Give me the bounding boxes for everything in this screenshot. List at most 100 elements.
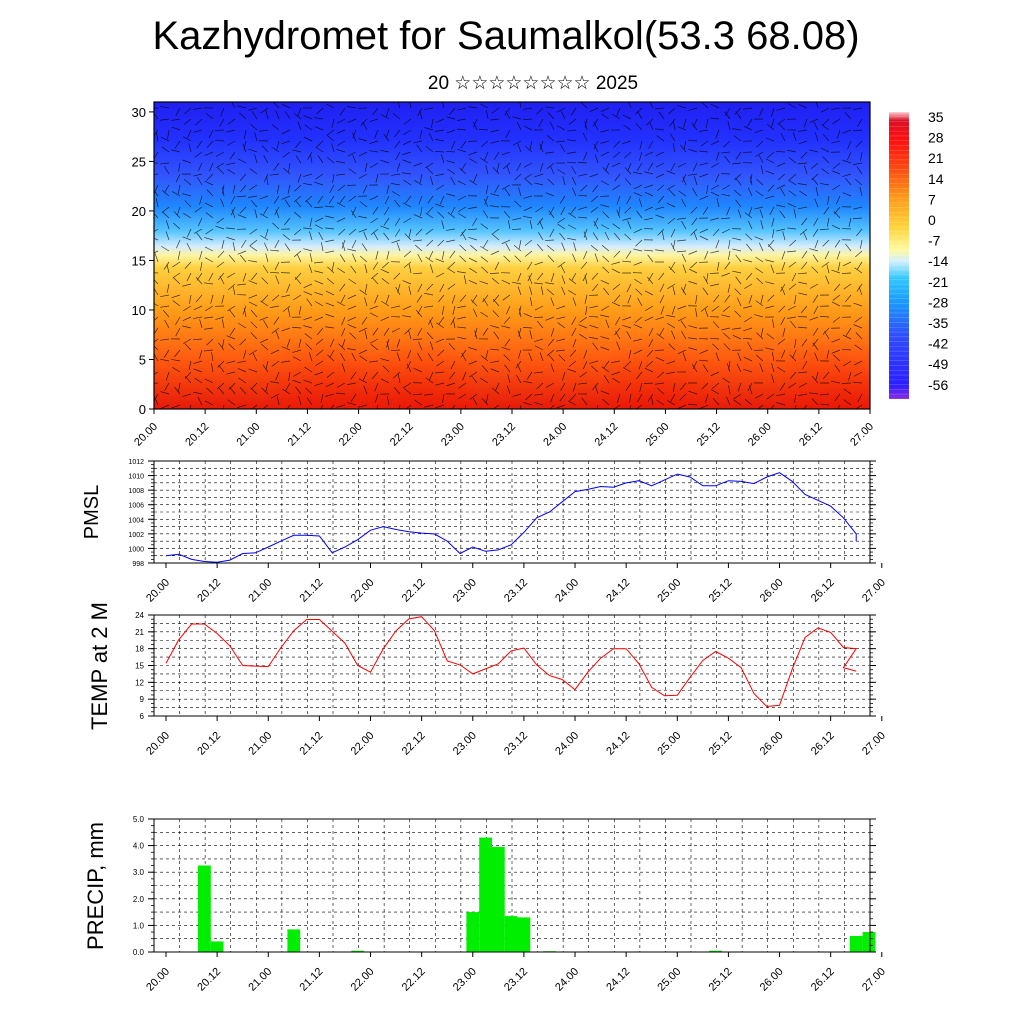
wind-barb — [347, 118, 357, 123]
wind-barb — [799, 190, 808, 197]
wind-barb — [600, 346, 610, 351]
wind-barb — [539, 143, 544, 153]
wind-barb — [471, 375, 478, 384]
wind-barb — [519, 404, 522, 409]
wind-barb — [529, 140, 533, 150]
wind-barb — [507, 374, 511, 384]
wind-barb — [772, 319, 775, 329]
wind-barb — [514, 255, 522, 263]
wind-barb — [314, 371, 324, 376]
chart-subtitle: 20 ☆☆☆☆☆☆☆☆ 2025 — [427, 73, 639, 94]
wind-barb — [603, 287, 610, 296]
wind-barb — [270, 349, 280, 355]
wind-barb — [824, 331, 830, 340]
wind-barb — [228, 254, 236, 263]
wind-barbs — [154, 102, 863, 409]
wind-barb — [226, 162, 236, 166]
wind-barb — [688, 148, 698, 153]
wind-barb — [579, 316, 588, 323]
wind-barb — [472, 396, 478, 406]
wind-barb — [771, 363, 775, 373]
wind-barb — [237, 283, 247, 286]
wind-barb — [658, 272, 665, 281]
wind-barb — [434, 150, 445, 153]
wind-barb — [692, 364, 698, 373]
wind-barb — [758, 154, 764, 164]
wind-barb — [182, 193, 192, 197]
wind-barb — [765, 281, 775, 285]
wind-barb — [435, 371, 445, 374]
wind-barb — [271, 124, 280, 131]
wind-barb — [154, 237, 159, 241]
wind-barb — [325, 313, 335, 318]
wind-barb — [854, 344, 863, 351]
wind-barb — [611, 261, 621, 265]
wind-barb — [573, 242, 577, 252]
wind-barb — [214, 129, 225, 131]
wind-barb — [339, 254, 346, 263]
wind-barb — [643, 382, 654, 385]
wind-barb — [556, 140, 566, 143]
wind-barb — [625, 382, 632, 391]
wind-barb — [457, 148, 467, 153]
wind-barb — [732, 248, 742, 252]
wind-barb — [315, 360, 324, 367]
wind-barb — [831, 170, 841, 175]
wind-barb — [677, 404, 687, 409]
wind-barb — [798, 104, 808, 109]
wind-barb — [172, 272, 181, 279]
wind-barb — [792, 132, 797, 142]
wind-barb — [403, 217, 412, 224]
wind-barb — [612, 151, 621, 159]
wind-barb — [568, 289, 577, 296]
wind-barb — [842, 334, 852, 340]
wind-barb — [582, 360, 588, 370]
wind-barb — [803, 165, 808, 175]
wind-barb — [669, 133, 676, 142]
wind-barb — [788, 261, 797, 268]
wind-barb — [384, 195, 390, 205]
wind-barb — [813, 121, 819, 131]
wind-barb — [706, 272, 709, 282]
wind-barb — [583, 250, 588, 260]
wind-barb — [756, 354, 764, 362]
wind-barb — [424, 107, 434, 110]
wind-barb — [260, 107, 269, 114]
wind-barb — [666, 360, 676, 365]
wind-barb — [409, 102, 412, 109]
wind-barb — [445, 150, 456, 153]
wind-barb — [571, 166, 577, 175]
wind-barb — [734, 173, 742, 181]
wind-barb — [298, 305, 302, 315]
wind-barb — [259, 316, 269, 321]
wind-barb — [174, 349, 181, 358]
wind-barb — [637, 111, 643, 120]
wind-barb — [391, 183, 401, 186]
wind-barb — [567, 224, 577, 230]
wind-barb — [787, 305, 797, 311]
wind-barb — [670, 162, 676, 172]
wind-barb — [303, 283, 313, 288]
wind-barb — [601, 113, 610, 120]
wind-barb — [585, 305, 588, 315]
wind-barb — [766, 393, 775, 400]
wind-barb — [396, 338, 401, 348]
wind-barb — [397, 102, 401, 109]
wind-barb — [166, 264, 170, 274]
wind-barb — [855, 250, 863, 258]
wind-barb — [732, 334, 742, 340]
wind-barb — [457, 326, 467, 329]
wind-barb — [160, 106, 170, 109]
wind-barb — [801, 250, 808, 259]
wind-barb — [814, 352, 819, 362]
wind-barb — [715, 239, 720, 249]
wind-barb — [754, 314, 764, 318]
wind-barb — [221, 239, 225, 249]
wind-barb — [193, 338, 203, 341]
wind-barb — [403, 382, 412, 389]
wind-barb — [592, 232, 599, 241]
wind-barb — [369, 338, 379, 344]
wind-barb — [556, 305, 566, 310]
wind-barb — [193, 391, 203, 395]
wind-barb — [755, 256, 764, 263]
